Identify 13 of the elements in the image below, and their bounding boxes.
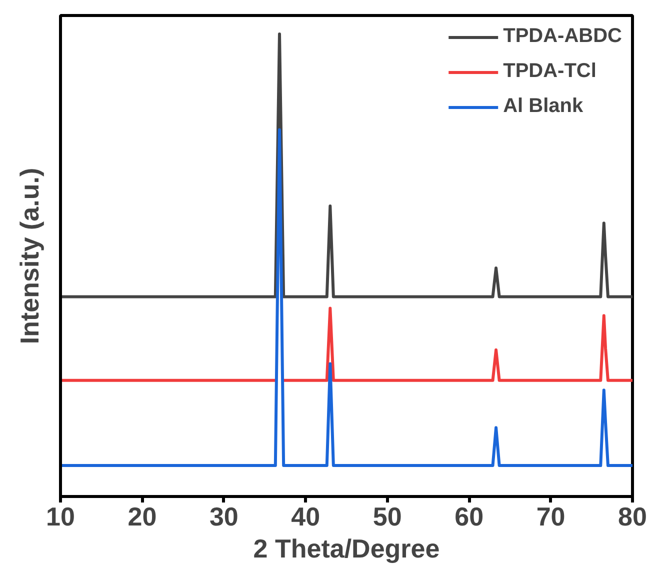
x-tick-label: 80 [618, 502, 647, 532]
x-tick-label: 40 [291, 502, 320, 532]
x-tick-label: 10 [46, 502, 75, 532]
legend-label: TPDA-ABDC [503, 25, 622, 48]
x-tick-label: 20 [128, 502, 157, 532]
legend-label: TPDA-TCl [503, 60, 596, 83]
x-axis-title: 2 Theta/Degree [253, 534, 440, 564]
y-axis-title: Intensity (a.u.) [14, 168, 44, 344]
x-tick-label: 60 [454, 502, 484, 532]
x-tick-label: 70 [536, 502, 566, 532]
x-tick-label: 30 [209, 502, 238, 532]
x-tick-label: 50 [372, 502, 402, 532]
legend-label: Al Blank [503, 95, 584, 118]
